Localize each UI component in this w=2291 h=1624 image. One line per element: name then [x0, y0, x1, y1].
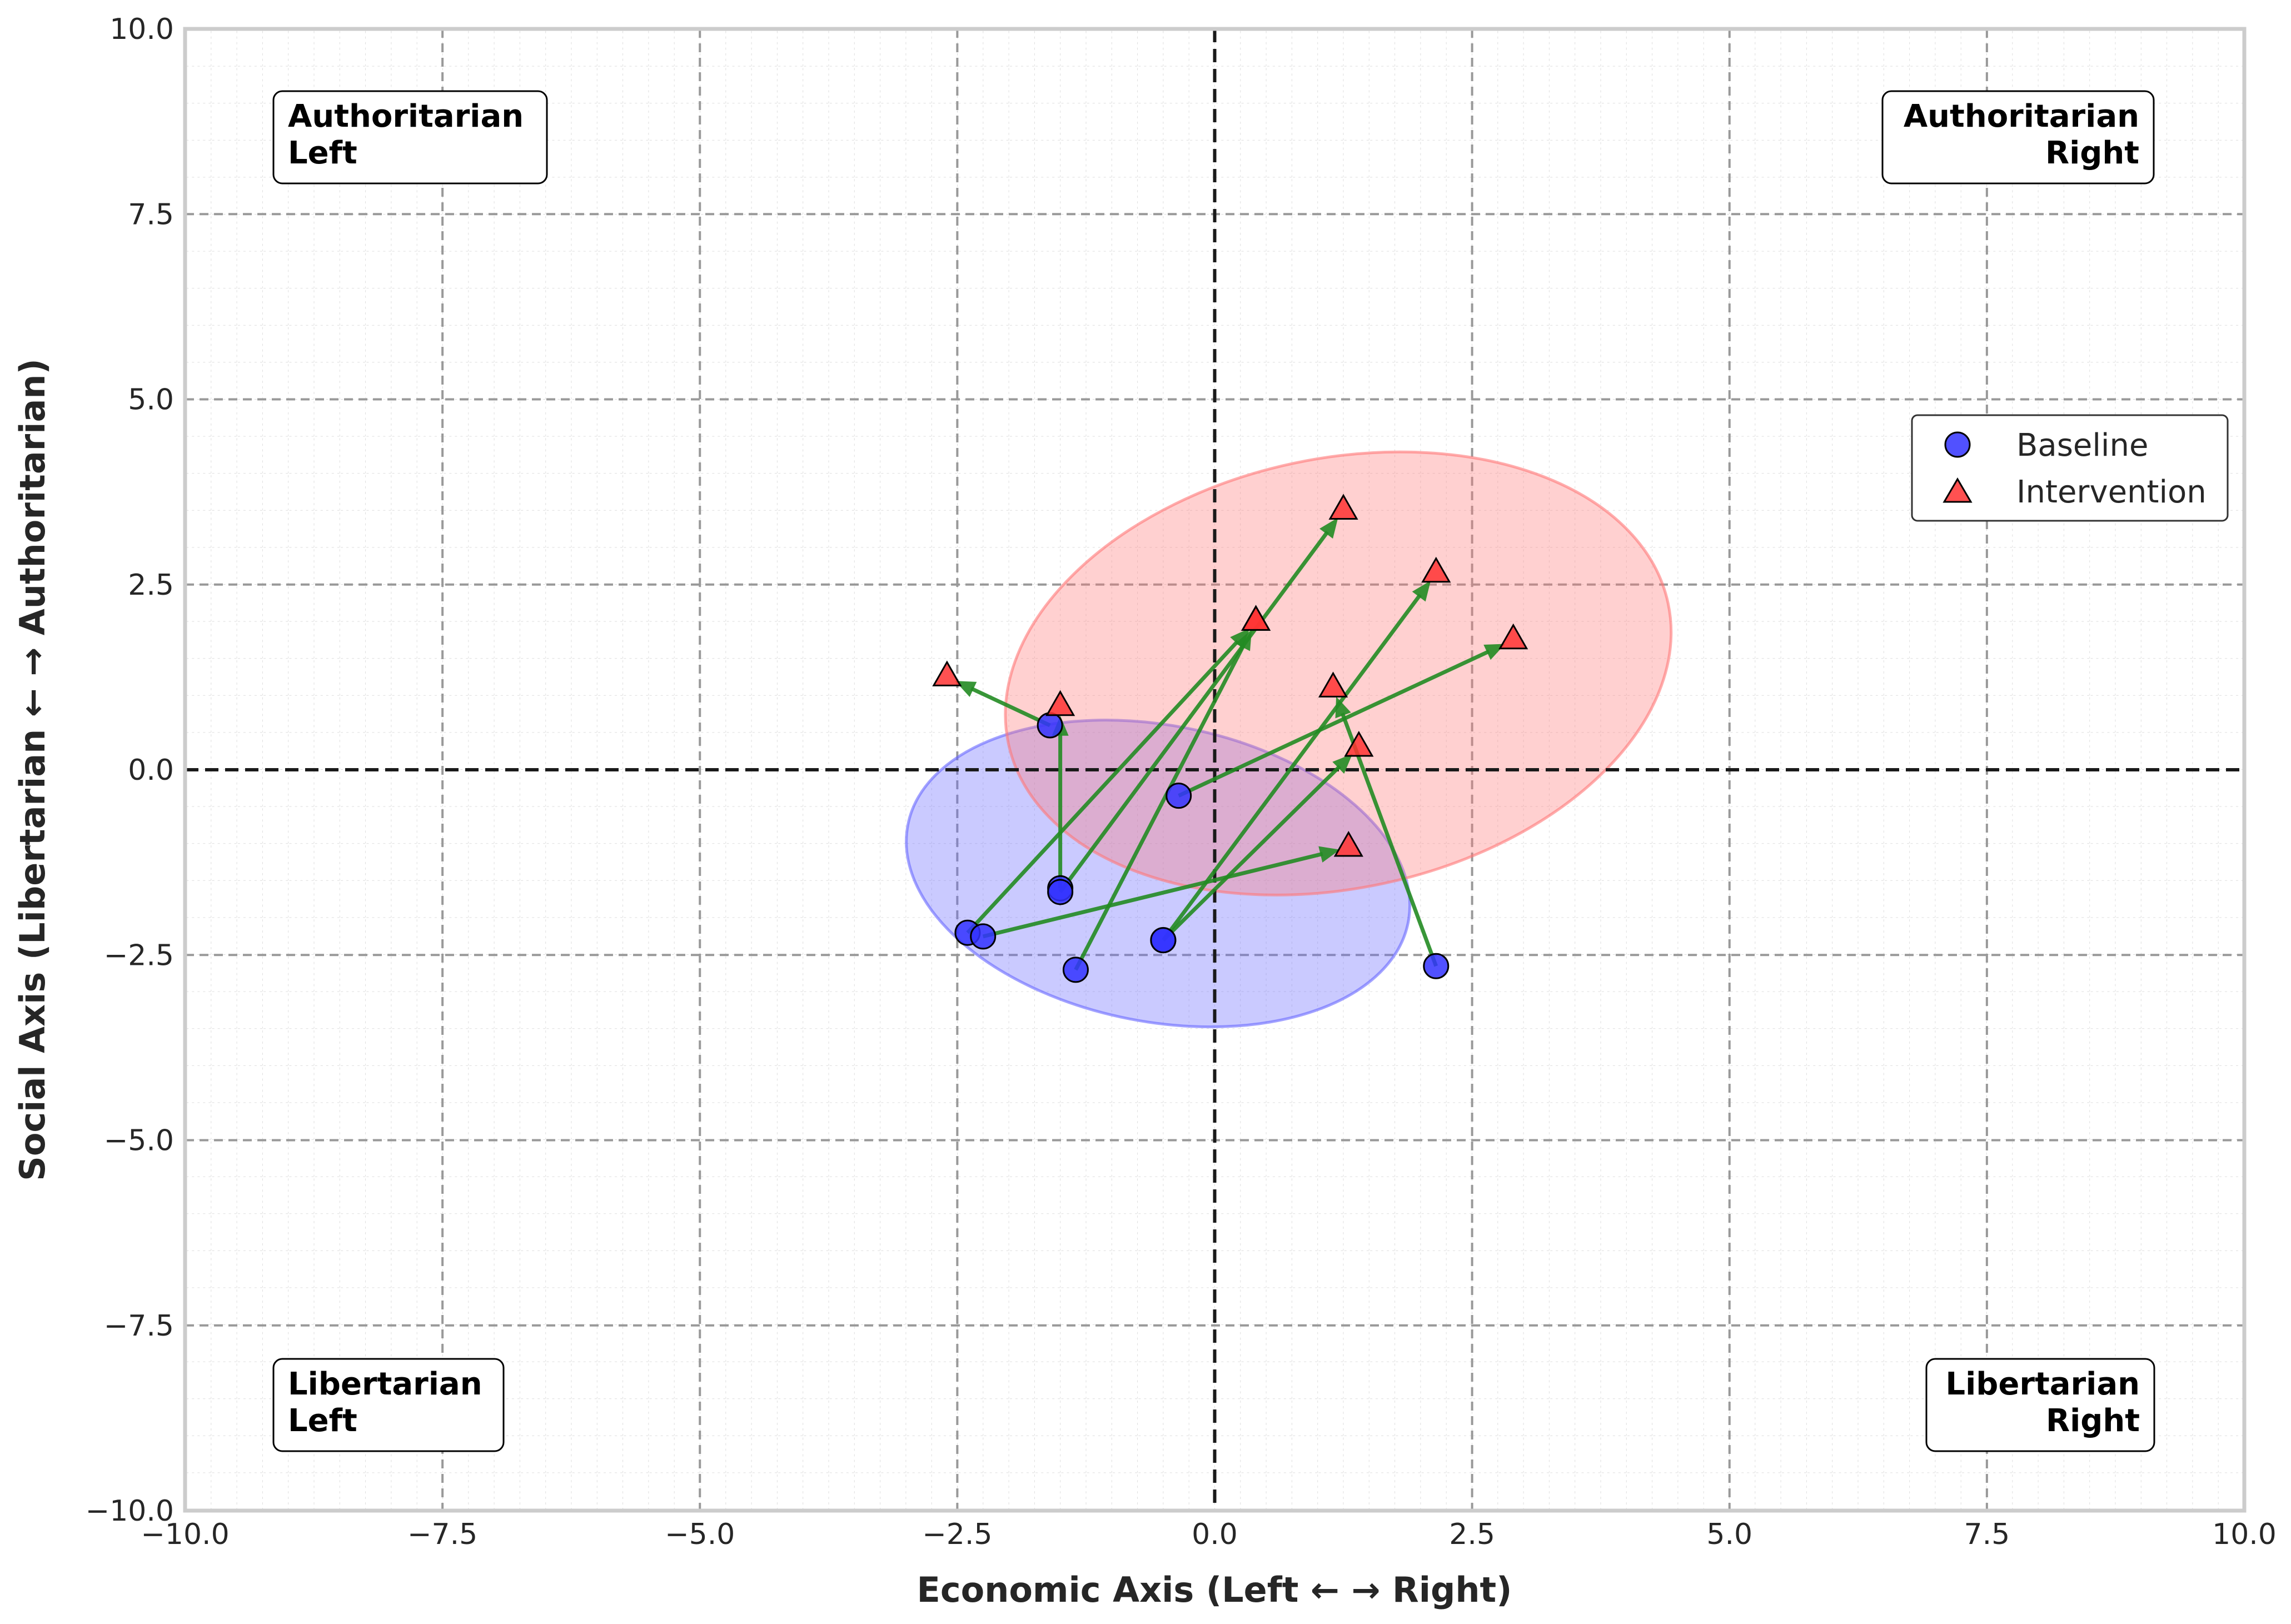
- legend-baseline-marker: [1944, 431, 1971, 458]
- shift-arrow-line-8: [1178, 649, 1490, 798]
- x-axis-title: Economic Axis (Left ← → Right): [917, 1570, 1512, 1610]
- shift-arrow-line-7: [1162, 765, 1342, 942]
- shift-arrow-head-5: [1235, 629, 1252, 651]
- intervention-point-2: [1333, 830, 1363, 857]
- shift-arrow-head-6: [1412, 580, 1431, 602]
- baseline-point-8: [1166, 783, 1192, 809]
- intervention-point-5: [1241, 605, 1271, 631]
- y-axis-title: Social Axis (Libertarian ← → Authoritari…: [12, 358, 53, 1181]
- x-tick-labels: −10.0 −7.5 −5.0 −2.5 0.0 2.5 5.0 7.5 10.0: [141, 1518, 2277, 1551]
- y-tick-label-0: −10.0: [86, 1495, 174, 1528]
- baseline-point-9: [1423, 953, 1450, 979]
- quadrant-labels: AuthoritarianLeftAuthoritarianRightLiber…: [272, 90, 2155, 1452]
- y-tick-label-4: 0.0: [128, 754, 174, 787]
- y-tick-label-6: 5.0: [128, 383, 174, 417]
- authoritarian-right-label-line-0: Authoritarian: [1904, 98, 2139, 134]
- intervention-point-1: [932, 660, 962, 686]
- x-tick-label-6: 5.0: [1706, 1518, 1752, 1551]
- shift-arrow-head-4: [1319, 517, 1338, 539]
- y-tick-label-5: 2.5: [128, 569, 174, 602]
- legend: Baseline Intervention: [1911, 414, 2229, 522]
- intervention-point-4: [1328, 494, 1358, 520]
- x-tick-label-8: 10.0: [2212, 1518, 2277, 1551]
- x-tick-label-5: 2.5: [1449, 1518, 1495, 1551]
- shift-arrow-line-1: [970, 686, 1051, 728]
- y-tick-label-7: 7.5: [128, 198, 174, 231]
- legend-box: [1911, 414, 2229, 522]
- x-tick-label-2: −5.0: [665, 1518, 735, 1551]
- y-tick-label-2: −5.0: [104, 1124, 174, 1158]
- baseline-point-1: [1037, 712, 1063, 739]
- legend-intervention-label: Intervention: [2016, 474, 2207, 510]
- shift-arrow-head-2: [1318, 846, 1340, 863]
- baseline-point-2: [970, 923, 997, 950]
- arrows: [955, 517, 1506, 971]
- shift-arrow-head-9: [1335, 696, 1351, 719]
- authoritarian-left-box: [272, 90, 548, 185]
- y-tick-labels: −10.0 −7.5 −5.0 −2.5 0.0 2.5 5.0 7.5 10.0: [86, 13, 174, 1528]
- x-tick-label-7: 7.5: [1964, 1518, 2010, 1551]
- intervention-point-9: [1318, 671, 1348, 698]
- shift-arrow-line-2: [982, 851, 1323, 939]
- libertarian-right-label-line-1: Right: [2046, 1403, 2140, 1439]
- intervention-point-8: [1498, 623, 1528, 650]
- x-tick-label-0: −10.0: [141, 1518, 229, 1551]
- intervention-point-6: [1421, 556, 1451, 583]
- baseline-point-7: [1150, 927, 1177, 954]
- baseline-point-4: [1047, 879, 1074, 905]
- intervention-point-7: [1344, 730, 1374, 757]
- legend-intervention-marker: [1943, 477, 1973, 503]
- authoritarian-right-box: [1881, 90, 2155, 185]
- y-tick-label-1: −7.5: [104, 1309, 174, 1343]
- libertarian-left-box: [272, 1358, 505, 1452]
- shift-arrow-head-7: [1332, 754, 1353, 774]
- x-tick-label-4: 0.0: [1192, 1518, 1238, 1551]
- shift-arrow-head-0: [1230, 628, 1250, 649]
- libertarian-right-label-line-0: Libertarian: [1945, 1366, 2140, 1402]
- zero-lines: [185, 29, 2244, 1511]
- points: [932, 494, 1528, 983]
- shift-arrow-line-4: [1058, 530, 1329, 894]
- y-tick-label-3: −2.5: [104, 939, 174, 972]
- shift-arrow-line-5: [1074, 644, 1246, 971]
- baseline-point-5: [1062, 957, 1089, 983]
- plot-frame: [183, 27, 2247, 1513]
- x-tick-label-1: −7.5: [407, 1518, 477, 1551]
- authoritarian-left-label-line-0: Authoritarian: [288, 98, 524, 134]
- libertarian-right-box: [1925, 1358, 2155, 1452]
- authoritarian-left-label-line-1: Left: [288, 135, 357, 171]
- y-tick-label-8: 10.0: [109, 13, 174, 46]
- intervention-point-3: [1045, 690, 1075, 716]
- legend-baseline-label: Baseline: [2016, 427, 2148, 464]
- libertarian-left-label-line-1: Left: [288, 1403, 357, 1439]
- x-tick-label-3: −2.5: [922, 1518, 992, 1551]
- authoritarian-right-label-line-1: Right: [2045, 135, 2139, 171]
- shift-arrow-line-6: [1162, 594, 1422, 941]
- shift-arrow-line-0: [966, 640, 1239, 934]
- libertarian-left-label-line-0: Libertarian: [288, 1366, 482, 1402]
